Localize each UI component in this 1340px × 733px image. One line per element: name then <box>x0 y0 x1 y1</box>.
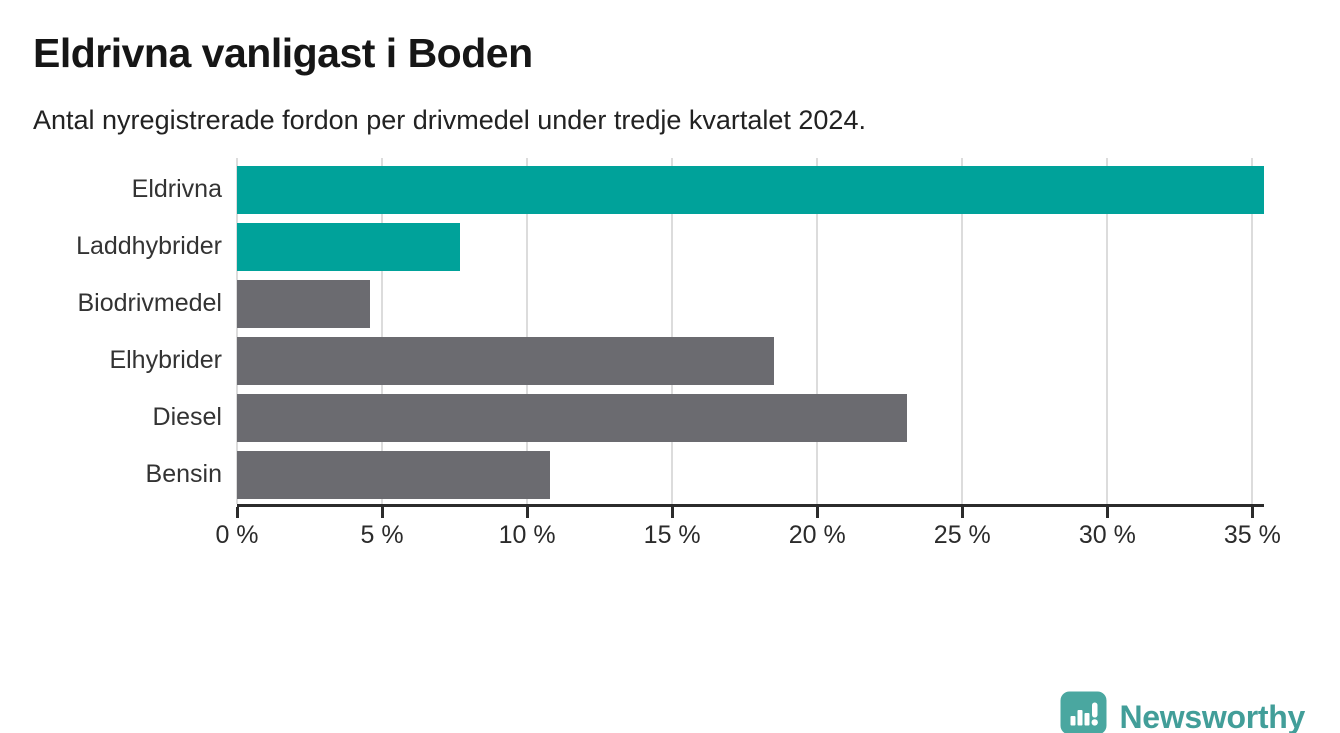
bar-elhybrider <box>237 336 774 385</box>
bar-bensin <box>237 450 551 499</box>
bar-row <box>237 393 1264 442</box>
category-label: Laddhybrider <box>76 232 222 261</box>
branding-logo-text: Newsworthy <box>1119 698 1306 733</box>
axis-tick-label: 5 % <box>360 520 404 549</box>
category-label: Bensin <box>145 460 222 489</box>
chart-title: Eldrivna vanligast i Boden <box>33 30 533 76</box>
bar-row <box>237 450 1264 499</box>
bar-row <box>237 279 1264 328</box>
x-axis: 0 % 5 % 10 % 15 % 20 % 25 % 30 % 35 % <box>215 503 1281 554</box>
plot-wrap: 0 % 5 % 10 % 15 % 20 % 25 % 30 % 35 % <box>215 157 1281 554</box>
gridline <box>381 157 384 504</box>
bar-row <box>237 222 1264 271</box>
branding-footer: Newsworthy <box>1060 691 1306 733</box>
category-label: Diesel <box>152 403 222 432</box>
axis-tick <box>960 506 964 518</box>
bar-row <box>237 165 1264 214</box>
category-label: Eldrivna <box>131 175 222 204</box>
bar-laddhybrider <box>237 222 461 271</box>
gridline <box>1106 157 1109 504</box>
axis-tick-label: 20 % <box>788 520 846 549</box>
axis-tick-label: 30 % <box>1078 520 1136 549</box>
gridline <box>961 157 964 504</box>
gridline <box>816 157 819 504</box>
newsworthy-speech-bubble-chart-icon <box>1060 691 1106 733</box>
plot-area <box>236 157 1264 504</box>
category-label: Biodrivmedel <box>77 289 222 318</box>
bar-biodrivmedel <box>237 279 371 328</box>
axis-tick-label: 0 % <box>215 520 259 549</box>
axis-tick-label: 10 % <box>498 520 556 549</box>
bar-row <box>237 336 1264 385</box>
gridline <box>526 157 529 504</box>
gridline <box>1251 157 1254 504</box>
axis-tick <box>1105 506 1109 518</box>
axis-tick <box>815 506 819 518</box>
gridline <box>236 157 238 504</box>
axis-tick-label: 35 % <box>1223 520 1281 549</box>
axis-tick <box>380 506 384 518</box>
axis-tick <box>525 506 529 518</box>
chart-card: Eldrivna vanligast i Boden Antal nyregis… <box>0 30 1340 733</box>
axis-tick-label: 25 % <box>933 520 991 549</box>
bar-diesel <box>237 393 908 442</box>
category-label: Elhybrider <box>109 346 222 375</box>
axis-tick <box>235 506 239 518</box>
bar-eldrivna <box>237 165 1264 214</box>
axis-tick-label: 15 % <box>643 520 701 549</box>
bar-chart: Eldrivna Laddhybrider Biodrivmedel Elhybrid… <box>0 157 1281 554</box>
category-axis: Eldrivna Laddhybrider Biodrivmedel Elhybrid… <box>0 158 237 554</box>
axis-tick <box>670 506 674 518</box>
chart-subtitle: Antal nyregistrerade fordon per drivmede… <box>33 105 866 136</box>
axis-tick <box>1250 506 1254 518</box>
gridline <box>671 157 674 504</box>
